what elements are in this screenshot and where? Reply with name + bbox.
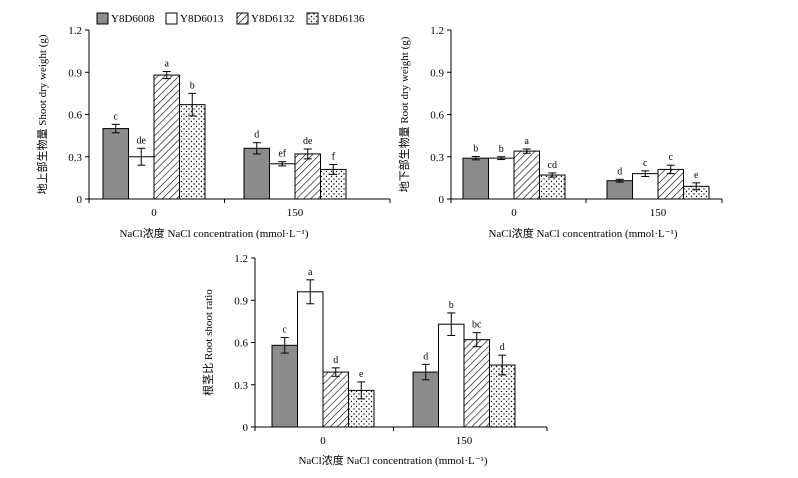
significance-letter: bc xyxy=(472,320,482,331)
y-tick-label: 0 xyxy=(77,194,83,206)
x-tick-label: 0 xyxy=(511,207,517,219)
legend-item-y8d6013: Y8D6013 xyxy=(165,12,224,25)
root-shoot-ratio-chart: 0 0.3 0.6 0.9 1.2 0 150 c d a b d bc e d NaCl浓度 NaCl co… xyxy=(201,253,548,467)
bar-y8d6132-0 xyxy=(153,74,180,200)
y-tick-label: 0.3 xyxy=(234,380,248,392)
x-tick-label: 150 xyxy=(650,207,667,219)
x-axis-title: NaCl浓度 NaCl concentration (mmol·L⁻¹) xyxy=(488,226,677,240)
y-tick-label: 0.6 xyxy=(430,110,444,122)
bar-y8d6132-150 xyxy=(657,168,684,200)
y-tick-label: 0.9 xyxy=(234,295,248,307)
bar-y8d6132-0 xyxy=(513,150,540,200)
x-tick-label: 150 xyxy=(456,435,473,447)
bar-y8d6008-0 xyxy=(462,157,489,200)
significance-letter: de xyxy=(137,135,147,146)
significance-letter: b xyxy=(190,80,195,91)
y-tick-label: 1.2 xyxy=(234,253,248,265)
bar-y8d6013-150 xyxy=(269,163,296,200)
legend-item-y8d6008: Y8D6008 xyxy=(96,12,155,25)
y-tick-label: 0.9 xyxy=(68,67,82,79)
x-tick-label: 0 xyxy=(320,435,326,447)
y-axis-title: 地上部生物量 Shoot dry weight (g) xyxy=(35,34,49,194)
legend-swatch xyxy=(165,12,178,25)
significance-letter: f xyxy=(332,151,336,162)
shoot-dry-weight-chart: 0 0.3 0.6 0.9 1.2 0 150 c d de ef a de b f NaCl浓度 NaCl … xyxy=(35,25,391,240)
y-axis-title: 地下部生物量 Root dry weight (g) xyxy=(397,36,411,192)
legend: Y8D6008 Y8D6013 Y8D6132 Y8D6136 xyxy=(96,12,365,25)
significance-letter: de xyxy=(303,136,313,147)
y-tick-label: 0.3 xyxy=(68,152,82,164)
x-tick-label: 150 xyxy=(287,207,304,219)
significance-letter: d xyxy=(617,166,622,177)
bar-y8d6008-150 xyxy=(243,147,270,200)
x-axis-title: NaCl浓度 NaCl concentration (mmol·L⁻¹) xyxy=(119,226,308,240)
y-tick-label: 1.2 xyxy=(430,25,444,37)
significance-letter: c xyxy=(643,158,648,169)
significance-letter: c xyxy=(283,325,288,336)
significance-letter: a xyxy=(308,267,313,278)
significance-letter: d xyxy=(333,355,338,366)
legend-label: Y8D6132 xyxy=(251,13,294,25)
significance-letter: d xyxy=(423,351,428,362)
bar-y8d6136-0 xyxy=(539,174,566,200)
significance-letter: e xyxy=(694,170,699,181)
significance-letter: b xyxy=(499,144,504,155)
legend-swatch xyxy=(236,12,249,25)
legend-swatch xyxy=(306,12,319,25)
significance-letter: c xyxy=(669,152,674,163)
legend-label: Y8D6008 xyxy=(111,13,155,25)
bar-y8d6013-0 xyxy=(128,156,155,200)
significance-letter: ef xyxy=(278,149,286,160)
significance-letter: b xyxy=(473,143,478,154)
significance-letter: d xyxy=(254,130,259,141)
legend-item-y8d6136: Y8D6136 xyxy=(306,12,365,25)
bar-y8d6132-150 xyxy=(463,339,490,428)
y-tick-label: 1.2 xyxy=(68,25,82,37)
y-tick-label: 0.9 xyxy=(430,67,444,79)
bar-y8d6008-150 xyxy=(606,180,633,200)
bar-y8d6132-150 xyxy=(294,153,321,200)
significance-letter: d xyxy=(500,342,505,353)
y-axis-title: 根茎比 Root shoot ratio xyxy=(201,289,215,396)
y-tick-label: 0 xyxy=(439,194,445,206)
legend-label: Y8D6136 xyxy=(321,13,365,25)
bar-y8d6008-0 xyxy=(271,344,298,428)
bar-y8d6132-0 xyxy=(322,371,349,428)
legend-swatch xyxy=(96,12,109,25)
x-axis-title: NaCl浓度 NaCl concentration (mmol·L⁻¹) xyxy=(298,453,487,467)
significance-letter: c xyxy=(114,111,119,122)
bar-y8d6013-0 xyxy=(297,291,324,428)
bar-y8d6008-0 xyxy=(102,128,129,200)
significance-letter: e xyxy=(359,369,364,380)
y-tick-label: 0.6 xyxy=(68,110,82,122)
y-tick-label: 0 xyxy=(243,422,249,434)
legend-label: Y8D6013 xyxy=(180,13,224,25)
legend-item-y8d6132: Y8D6132 xyxy=(236,12,294,25)
root-dry-weight-chart: 0 0.3 0.6 0.9 1.2 0 150 b d b c a c cd e NaCl浓度 NaCl co… xyxy=(397,25,723,240)
significance-letter: cd xyxy=(548,160,557,171)
bar-y8d6013-150 xyxy=(438,323,465,428)
y-tick-label: 0.3 xyxy=(430,152,444,164)
significance-letter: b xyxy=(449,300,454,311)
significance-letter: a xyxy=(525,136,530,147)
bar-y8d6013-0 xyxy=(488,157,515,200)
x-tick-label: 0 xyxy=(151,207,157,219)
bar-y8d6136-0 xyxy=(179,104,206,200)
y-tick-label: 0.6 xyxy=(234,338,248,350)
significance-letter: a xyxy=(165,59,170,70)
bar-y8d6013-150 xyxy=(632,173,659,200)
